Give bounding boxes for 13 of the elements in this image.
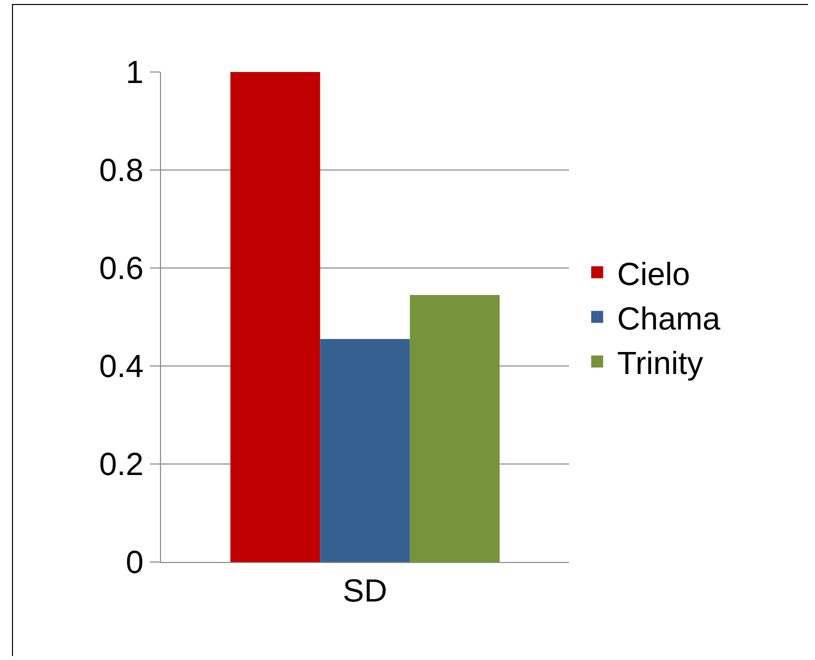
y-tick-label: 0.8 (99, 152, 144, 188)
legend-label: Cielo (617, 256, 690, 292)
legend-label: Chama (617, 300, 721, 336)
y-tick-label: 1 (126, 54, 144, 90)
x-tick-label: SD (342, 572, 388, 608)
bar (410, 294, 500, 562)
y-tick-label: 0 (126, 544, 144, 580)
y-tick-label: 0.2 (99, 446, 144, 482)
legend-label: Trinity (617, 344, 704, 381)
y-tick-label: 0.4 (99, 348, 144, 384)
y-tick-label: 0.6 (99, 250, 144, 286)
bar (320, 339, 410, 562)
bar (230, 72, 320, 562)
